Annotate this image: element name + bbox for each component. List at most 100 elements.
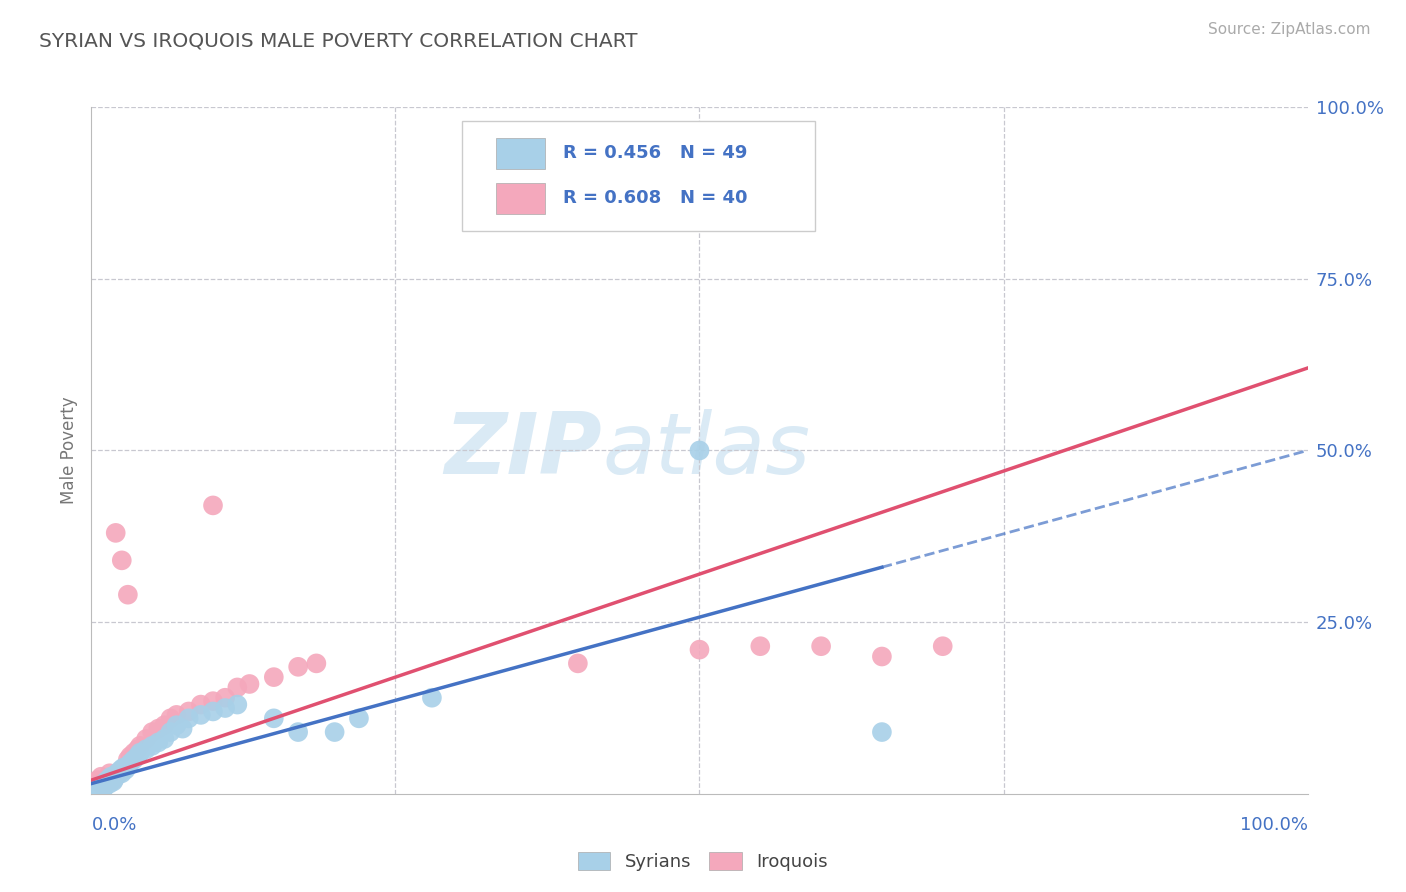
Point: [104, 770, 127, 784]
Point: [98, 766, 121, 780]
Point: [190, 698, 212, 712]
Point: [177, 705, 200, 719]
Point: [226, 698, 249, 712]
Legend: Syrians, Iroquois: Syrians, Iroquois: [571, 845, 835, 879]
Point: [166, 718, 188, 732]
Point: [870, 649, 893, 664]
Point: [103, 772, 125, 786]
Point: [135, 731, 157, 746]
Point: [263, 670, 285, 684]
Point: [122, 752, 145, 766]
Point: [107, 767, 129, 781]
Point: [94, 780, 117, 794]
Point: [135, 742, 157, 756]
Point: [98, 772, 121, 786]
Point: [117, 588, 139, 602]
Point: [105, 766, 128, 780]
Point: [96, 773, 118, 788]
Point: [202, 499, 225, 513]
Point: [172, 722, 194, 736]
Point: [214, 690, 236, 705]
Text: atlas: atlas: [602, 409, 810, 492]
Point: [688, 443, 710, 458]
Point: [263, 711, 285, 725]
Point: [111, 766, 134, 780]
Point: [111, 761, 134, 775]
Text: 0.0%: 0.0%: [91, 816, 136, 834]
Point: [104, 770, 127, 784]
Point: [202, 705, 225, 719]
Point: [91, 779, 114, 793]
Text: R = 0.456   N = 49: R = 0.456 N = 49: [564, 145, 748, 162]
Point: [107, 766, 129, 780]
Point: [114, 759, 136, 773]
Point: [103, 773, 125, 788]
Text: 100.0%: 100.0%: [1240, 816, 1308, 834]
Point: [347, 711, 370, 725]
Point: [129, 746, 152, 760]
Point: [117, 759, 139, 773]
Point: [148, 722, 170, 736]
Point: [90, 770, 112, 784]
Text: R = 0.608   N = 40: R = 0.608 N = 40: [564, 189, 748, 207]
Point: [226, 681, 249, 695]
Point: [86, 773, 108, 788]
Point: [931, 639, 953, 653]
Point: [127, 749, 149, 764]
Point: [305, 657, 328, 671]
Point: [90, 780, 112, 794]
Point: [141, 725, 163, 739]
Point: [166, 707, 188, 722]
Point: [202, 694, 225, 708]
Point: [810, 639, 832, 653]
Point: [111, 763, 134, 777]
Point: [93, 776, 115, 790]
Point: [688, 642, 710, 657]
Point: [153, 718, 176, 732]
Point: [93, 781, 115, 796]
Point: [96, 776, 118, 790]
Point: [177, 711, 200, 725]
FancyBboxPatch shape: [496, 183, 546, 213]
Point: [129, 739, 152, 753]
Point: [153, 731, 176, 746]
Point: [238, 677, 260, 691]
Point: [159, 725, 181, 739]
Point: [190, 707, 212, 722]
Text: ZIP: ZIP: [444, 409, 602, 492]
Point: [749, 639, 772, 653]
Point: [120, 749, 142, 764]
Point: [148, 735, 170, 749]
Point: [120, 756, 142, 770]
Point: [117, 752, 139, 766]
Point: [103, 774, 125, 789]
Point: [114, 763, 136, 777]
Point: [100, 770, 122, 784]
Point: [159, 711, 181, 725]
Point: [287, 725, 309, 739]
Point: [108, 764, 131, 779]
Point: [97, 774, 120, 789]
Point: [104, 525, 127, 540]
Point: [101, 773, 124, 788]
Point: [98, 776, 121, 790]
Point: [214, 701, 236, 715]
Point: [111, 553, 134, 567]
Point: [287, 660, 309, 674]
Text: SYRIAN VS IROQUOIS MALE POVERTY CORRELATION CHART: SYRIAN VS IROQUOIS MALE POVERTY CORRELAT…: [39, 31, 638, 50]
FancyBboxPatch shape: [496, 138, 546, 169]
Point: [89, 782, 111, 797]
Point: [94, 776, 117, 790]
Point: [93, 780, 115, 794]
Point: [323, 725, 346, 739]
Point: [110, 763, 132, 777]
FancyBboxPatch shape: [463, 120, 815, 231]
Point: [567, 657, 589, 671]
Point: [122, 746, 145, 760]
Point: [127, 742, 149, 756]
Y-axis label: Male Poverty: Male Poverty: [59, 397, 77, 504]
Text: Source: ZipAtlas.com: Source: ZipAtlas.com: [1208, 22, 1371, 37]
Point: [870, 725, 893, 739]
Point: [420, 690, 443, 705]
Point: [141, 739, 163, 753]
